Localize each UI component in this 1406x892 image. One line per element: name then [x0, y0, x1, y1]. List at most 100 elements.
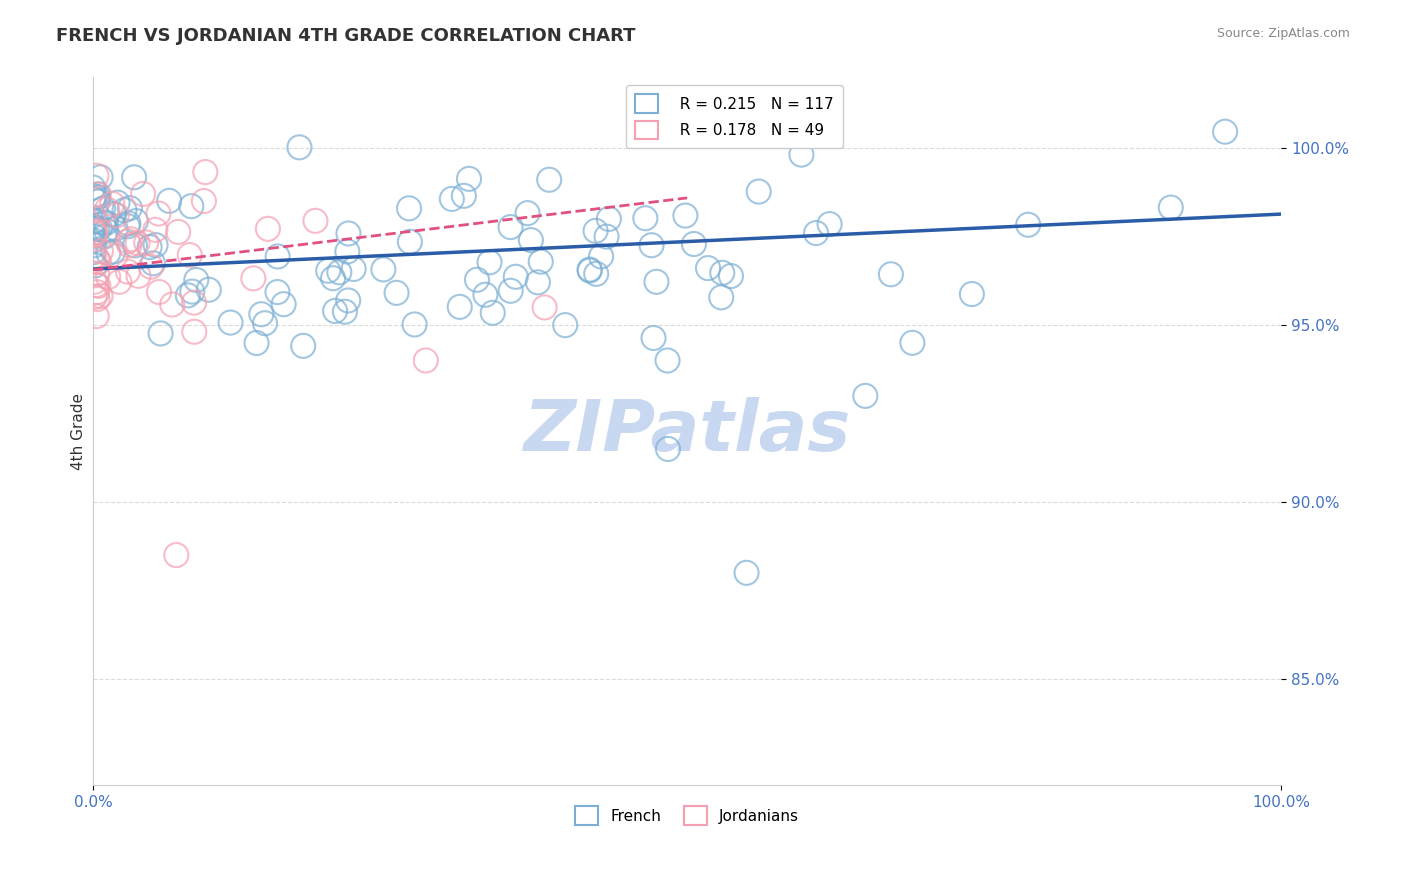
- Point: [458, 172, 481, 186]
- Point: [82, 180, 104, 194]
- Point: [645, 275, 668, 289]
- Point: [266, 285, 288, 299]
- Point: [245, 336, 267, 351]
- Point: [143, 223, 166, 237]
- Point: [84, 259, 107, 273]
- Point: [804, 226, 827, 240]
- Point: [304, 214, 326, 228]
- Point: [337, 293, 360, 308]
- Point: [818, 217, 841, 231]
- Point: [183, 295, 205, 310]
- Point: [83, 238, 105, 252]
- Point: [86, 267, 108, 281]
- Point: [960, 287, 983, 301]
- Point: [135, 235, 157, 250]
- Point: [86, 292, 108, 306]
- Point: [710, 290, 733, 304]
- Point: [165, 548, 187, 562]
- Point: [83, 229, 105, 244]
- Point: [242, 271, 264, 285]
- Point: [398, 202, 420, 216]
- Point: [440, 192, 463, 206]
- Point: [83, 249, 105, 263]
- Point: [640, 238, 662, 252]
- Point: [103, 207, 125, 221]
- Point: [97, 270, 120, 285]
- Point: [117, 219, 139, 234]
- Legend: French, Jordanians: French, Jordanians: [567, 797, 808, 834]
- Point: [186, 273, 208, 287]
- Point: [86, 190, 108, 204]
- Point: [673, 209, 696, 223]
- Point: [595, 229, 617, 244]
- Point: [399, 235, 422, 249]
- Point: [183, 325, 205, 339]
- Point: [86, 252, 108, 266]
- Point: [1160, 201, 1182, 215]
- Point: [657, 442, 679, 456]
- Point: [87, 255, 110, 269]
- Point: [288, 140, 311, 154]
- Point: [93, 229, 115, 244]
- Point: [117, 235, 139, 249]
- Point: [328, 265, 350, 279]
- Point: [86, 221, 108, 235]
- Point: [90, 170, 112, 185]
- Point: [735, 566, 758, 580]
- Point: [160, 297, 183, 311]
- Point: [465, 273, 488, 287]
- Point: [516, 206, 538, 220]
- Point: [198, 283, 221, 297]
- Point: [86, 213, 108, 227]
- Point: [257, 222, 280, 236]
- Point: [104, 221, 127, 235]
- Point: [89, 221, 111, 235]
- Point: [530, 254, 553, 268]
- Point: [337, 227, 360, 241]
- Point: [86, 285, 108, 300]
- Point: [711, 266, 734, 280]
- Point: [250, 307, 273, 321]
- Point: [179, 248, 201, 262]
- Point: [87, 187, 110, 202]
- Point: [748, 185, 770, 199]
- Point: [82, 219, 104, 234]
- Point: [316, 264, 339, 278]
- Point: [478, 255, 501, 269]
- Point: [322, 271, 344, 285]
- Point: [790, 147, 813, 161]
- Point: [591, 249, 613, 263]
- Point: [533, 301, 555, 315]
- Point: [901, 335, 924, 350]
- Point: [499, 220, 522, 235]
- Point: [132, 186, 155, 201]
- Point: [91, 202, 114, 216]
- Point: [253, 316, 276, 330]
- Point: [598, 211, 620, 226]
- Point: [481, 306, 503, 320]
- Point: [118, 201, 141, 215]
- Point: [657, 353, 679, 368]
- Point: [139, 260, 162, 274]
- Point: [453, 189, 475, 203]
- Point: [94, 216, 117, 230]
- Point: [83, 234, 105, 248]
- Point: [343, 262, 366, 277]
- Point: [138, 240, 160, 254]
- Point: [142, 256, 165, 270]
- Point: [505, 269, 527, 284]
- Point: [114, 203, 136, 218]
- Text: ZIPatlas: ZIPatlas: [523, 397, 851, 466]
- Point: [527, 275, 550, 289]
- Text: FRENCH VS JORDANIAN 4TH GRADE CORRELATION CHART: FRENCH VS JORDANIAN 4TH GRADE CORRELATIO…: [56, 27, 636, 45]
- Point: [127, 235, 149, 250]
- Point: [83, 290, 105, 304]
- Point: [86, 169, 108, 183]
- Point: [266, 250, 288, 264]
- Point: [122, 170, 145, 185]
- Point: [145, 238, 167, 252]
- Point: [415, 353, 437, 368]
- Point: [292, 339, 315, 353]
- Point: [167, 225, 190, 239]
- Point: [101, 196, 124, 211]
